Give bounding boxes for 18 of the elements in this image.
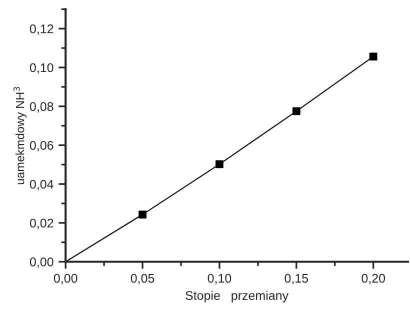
- y-tick-label: 0,12: [30, 24, 54, 35]
- point: [138, 210, 146, 218]
- y-tick-label: 0,04: [30, 180, 54, 190]
- x-tick-label: 0,00: [54, 274, 78, 284]
- y-tick-label: 0,00: [30, 258, 54, 268]
- x-tick-label: 0,15: [284, 274, 308, 284]
- y-tick-label: 0,02: [30, 218, 54, 230]
- point: [216, 160, 224, 168]
- y-tick-label: 0,08: [30, 102, 54, 112]
- point: [292, 107, 300, 116]
- y-tick-label: 0,06: [30, 140, 54, 152]
- x-tick-label: 0,05: [130, 274, 154, 284]
- x-tick-label: 0,20: [362, 274, 386, 284]
- point: [369, 52, 378, 61]
- x-tick-label: 0,10: [208, 274, 232, 284]
- y-tick-label: 0,10: [30, 63, 54, 74]
- y-axis-title: uamekmdowy NH$^{3}$: [13, 87, 27, 184]
- x-axis-title: Stopie przemiany: [186, 290, 289, 302]
